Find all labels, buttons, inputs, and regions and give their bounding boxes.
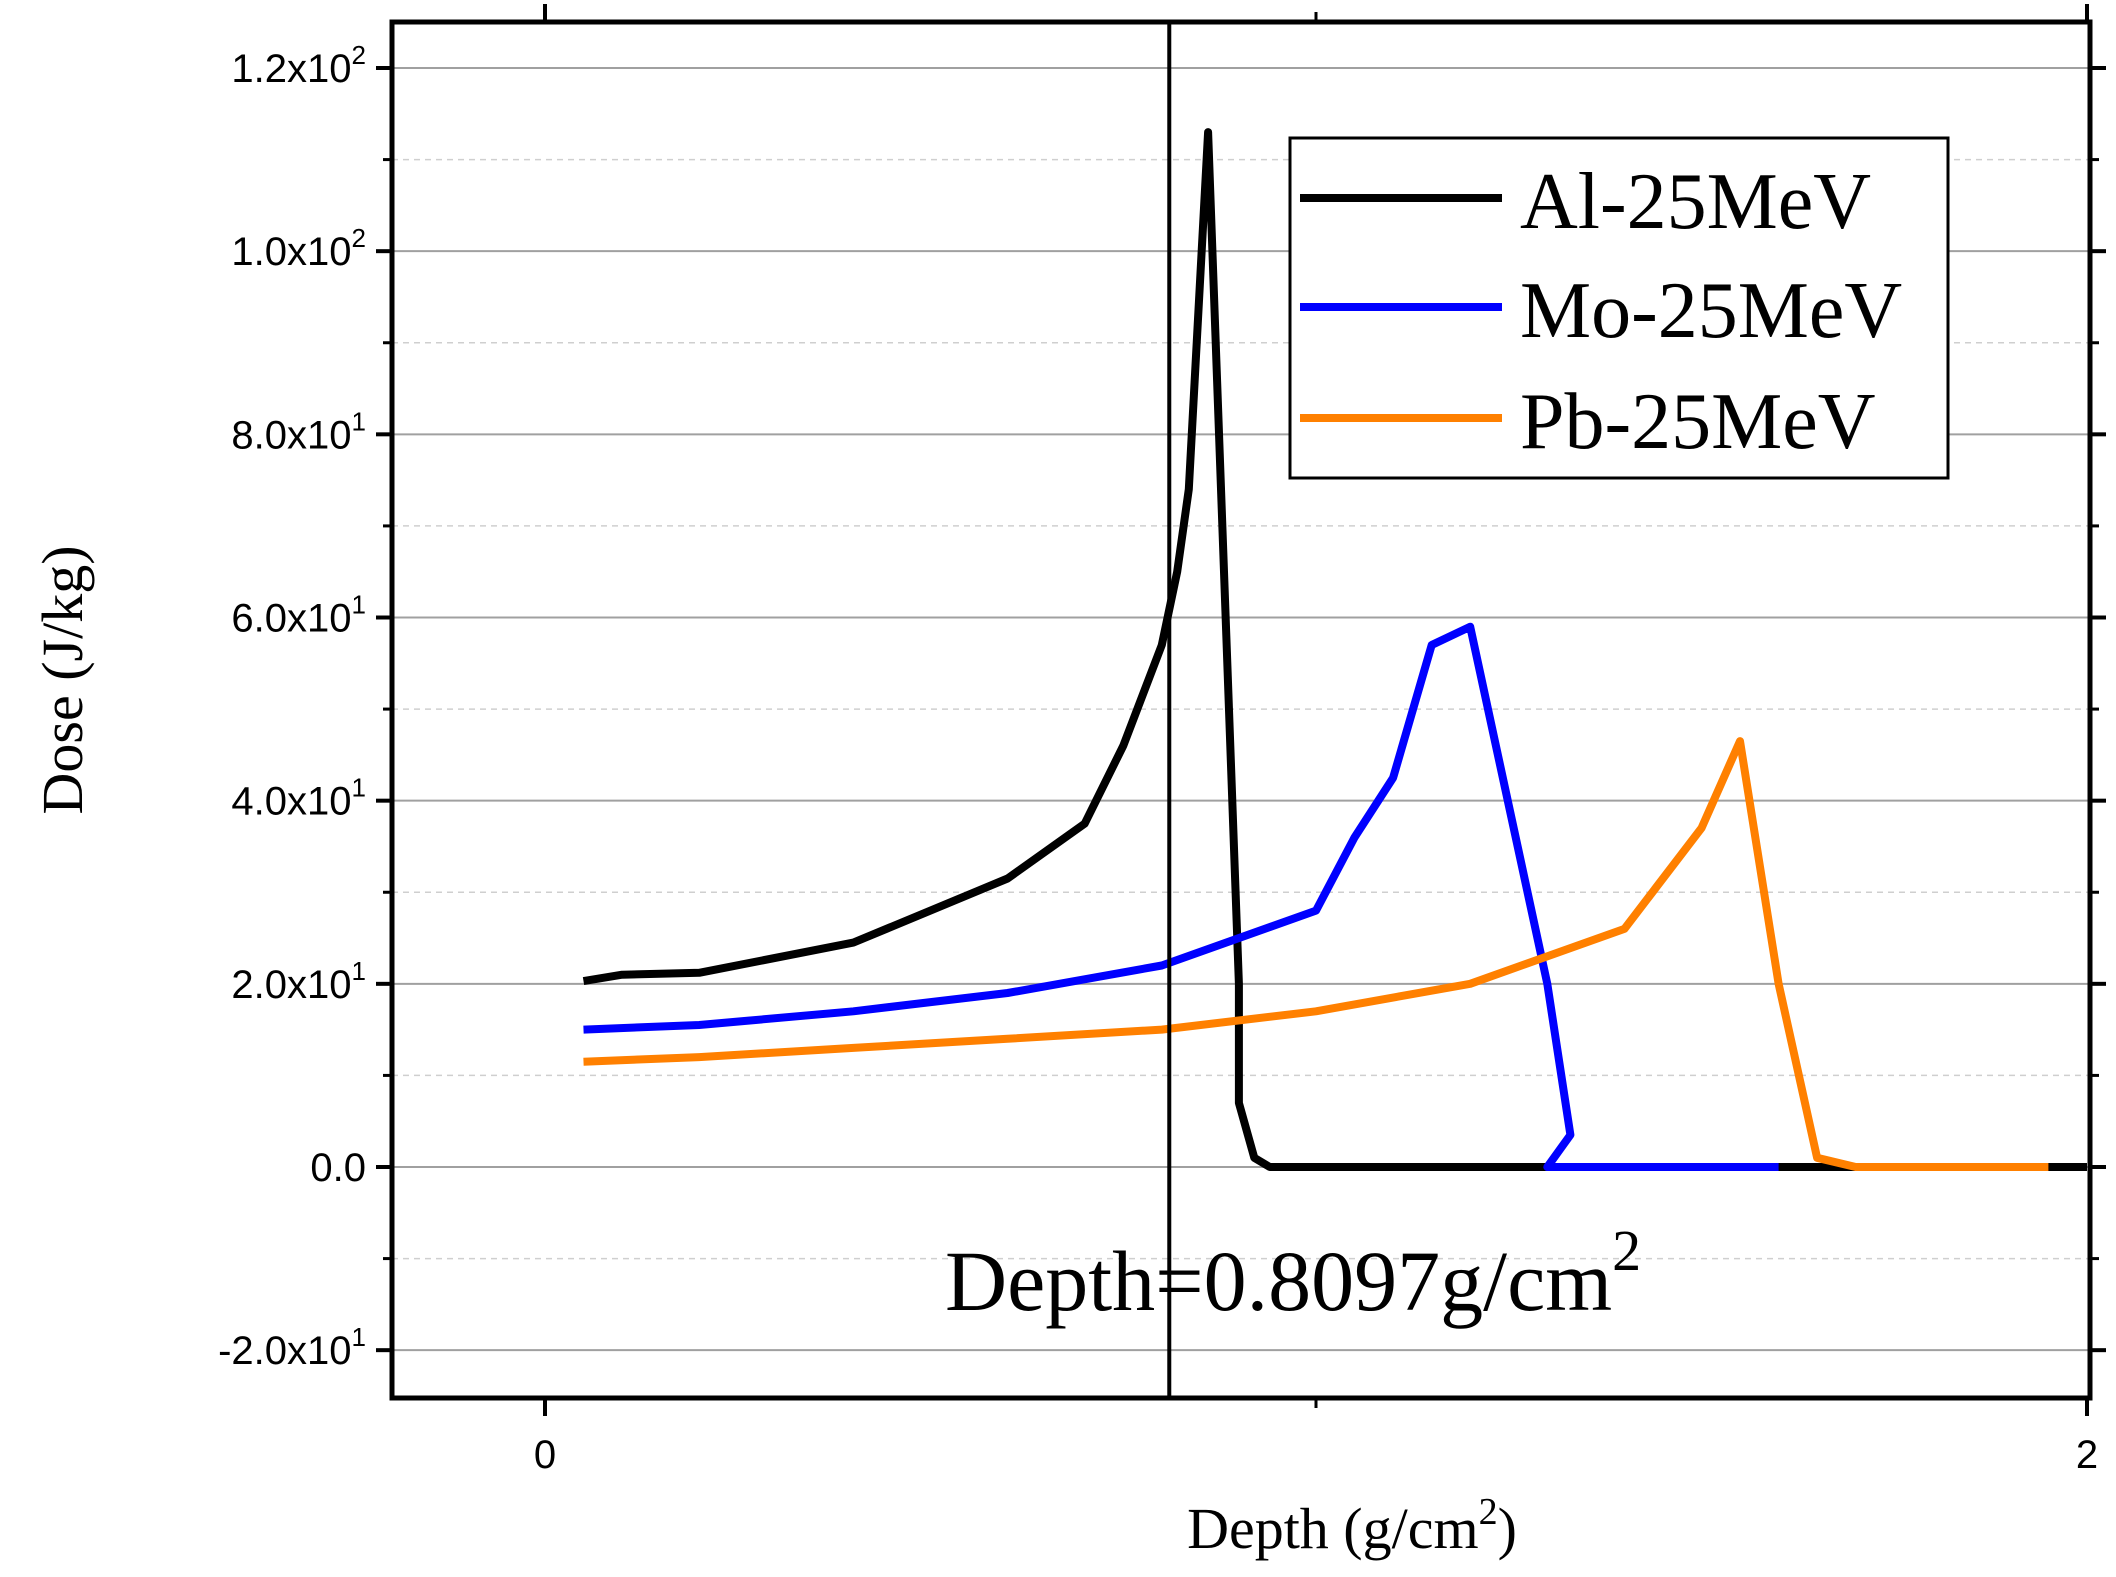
series-line-mo-25mev (583, 622, 1779, 1171)
legend: Al-25MeV Mo-25MeV Pb-25MeV (1288, 136, 1950, 480)
legend-label-mo: Mo-25MeV (1520, 267, 1902, 355)
x-axis-title: Depth (g/cm2) (1187, 1491, 1517, 1561)
depth-annotation: Depth=0.8097g/cm2 (945, 1218, 1641, 1329)
series-line-pb-25mev (583, 737, 2049, 1171)
y-tick-label: 1.0x102 (231, 223, 366, 274)
x-tick-label: 2 (2076, 1433, 2098, 1477)
axis-ticks: 1.2x102 1.0x102 8.0x101 6.0x101 4.0x101 2.0x1… (218, 4, 2106, 1477)
y-tick-label: 8.0x101 (231, 406, 366, 457)
depth-annotation-sup: 2 (1612, 1218, 1641, 1283)
legend-label-al: Al-25MeV (1520, 158, 1871, 246)
x-tick-label: 0 (534, 1433, 556, 1477)
y-tick-label: -2.0x101 (218, 1322, 366, 1373)
y-tick-label: 1.2x102 (231, 40, 366, 91)
y-axis-title: Dose (J/kg) (30, 545, 95, 814)
x-axis-title-sup: 2 (1479, 1491, 1498, 1533)
grid-lines (392, 67, 2090, 1352)
legend-label-pb: Pb-25MeV (1520, 378, 1876, 466)
y-tick-label: 4.0x101 (231, 773, 366, 824)
y-tick-label: 6.0x101 (231, 590, 366, 641)
y-tick-label: 2.0x101 (231, 956, 366, 1007)
y-tick-label: 0.0 (310, 1146, 366, 1190)
